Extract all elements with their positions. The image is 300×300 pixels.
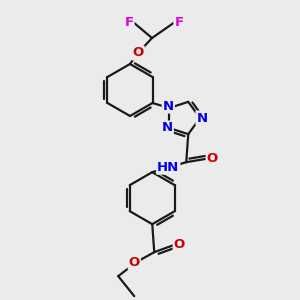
Text: N: N: [162, 122, 173, 134]
Text: F: F: [174, 16, 184, 28]
Text: O: O: [129, 256, 140, 269]
Text: O: O: [132, 46, 144, 59]
Text: O: O: [174, 238, 185, 251]
Text: O: O: [207, 152, 218, 165]
Text: N: N: [196, 112, 208, 124]
Text: HN: HN: [157, 161, 179, 174]
Text: N: N: [163, 100, 174, 112]
Text: F: F: [124, 16, 134, 28]
